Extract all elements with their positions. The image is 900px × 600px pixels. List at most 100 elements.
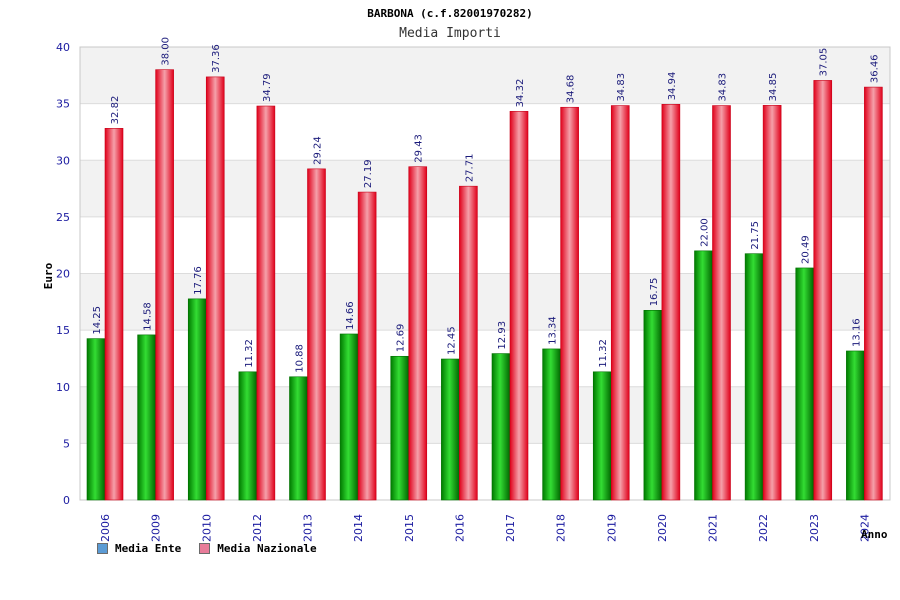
y-tick-label: 15 xyxy=(56,324,70,337)
y-tick-label: 0 xyxy=(63,494,70,507)
value-label-media-ente: 22.00 xyxy=(700,218,711,247)
bar-media-nazionale xyxy=(864,86,883,501)
bar-media-ente xyxy=(542,348,561,501)
bar-media-ente xyxy=(187,298,207,501)
bar-media-nazionale xyxy=(408,166,428,501)
bar-media-ente xyxy=(441,358,460,501)
x-tick-label: 2010 xyxy=(200,514,213,542)
value-label-media-ente: 17.76 xyxy=(193,266,204,295)
x-tick-label: 2016 xyxy=(453,514,466,542)
value-label-media-nazionale: 27.19 xyxy=(363,159,374,188)
value-label-media-ente: 11.32 xyxy=(598,339,609,368)
bar-media-ente xyxy=(137,334,156,501)
value-label-media-ente: 20.49 xyxy=(801,235,812,264)
bar-media-ente xyxy=(846,350,865,501)
chart-subtitle: Media Importi xyxy=(399,26,501,41)
plot-area xyxy=(79,46,891,501)
bar-media-nazionale xyxy=(256,105,276,501)
x-tick-label: 2023 xyxy=(808,514,821,542)
bar-media-nazionale xyxy=(712,105,731,501)
x-tick-label: 2020 xyxy=(656,514,669,542)
legend-swatch-media-ente xyxy=(97,543,108,554)
y-tick-label: 30 xyxy=(56,154,70,167)
value-label-media-ente: 12.45 xyxy=(446,326,457,355)
bar-media-nazionale xyxy=(813,80,833,501)
x-tick-label: 2019 xyxy=(605,514,618,542)
x-tick-label: 2009 xyxy=(150,514,163,542)
y-tick-label: 40 xyxy=(56,41,70,54)
value-label-media-nazionale: 36.46 xyxy=(869,54,880,83)
value-label-media-nazionale: 29.24 xyxy=(313,136,324,165)
value-label-media-ente: 14.25 xyxy=(92,306,103,335)
bar-media-ente xyxy=(744,253,764,501)
value-label-media-ente: 13.16 xyxy=(851,318,862,347)
bar-media-nazionale xyxy=(155,69,174,501)
bar-media-ente xyxy=(643,310,663,501)
x-tick-label: 2012 xyxy=(251,514,264,542)
legend-label-media-ente: Media Ente xyxy=(115,542,182,555)
bar-media-ente xyxy=(86,338,106,501)
x-tick-label: 2017 xyxy=(504,514,517,542)
value-label-media-ente: 11.32 xyxy=(244,339,255,368)
bar-media-nazionale xyxy=(104,128,124,501)
value-label-media-nazionale: 34.85 xyxy=(768,73,779,102)
x-tick-label: 2013 xyxy=(302,514,315,542)
chart-title: BARBONA (c.f.82001970282) xyxy=(367,7,533,20)
bar-media-nazionale xyxy=(205,76,225,501)
y-tick-label: 10 xyxy=(56,381,70,394)
x-tick-label: 2014 xyxy=(352,514,365,542)
x-tick-label: 2006 xyxy=(99,514,112,542)
x-axis-label: Anno xyxy=(861,528,888,541)
value-label-media-ente: 12.69 xyxy=(396,324,407,353)
bar-media-ente xyxy=(592,371,612,501)
value-label-media-nazionale: 29.43 xyxy=(414,134,425,163)
bar-media-nazionale xyxy=(610,105,630,501)
value-label-media-nazionale: 38.00 xyxy=(161,37,172,66)
value-label-media-nazionale: 34.79 xyxy=(262,73,273,102)
x-tick-label: 2021 xyxy=(707,514,720,542)
bar-media-nazionale xyxy=(357,191,377,501)
value-label-media-ente: 12.93 xyxy=(497,321,508,350)
legend-label-media-nazionale: Media Nazionale xyxy=(217,542,317,555)
x-tick-label: 2022 xyxy=(757,514,770,542)
value-label-media-ente: 14.58 xyxy=(143,302,154,331)
value-label-media-nazionale: 37.36 xyxy=(211,44,222,73)
bar-media-nazionale xyxy=(762,105,782,501)
value-label-media-nazionale: 34.83 xyxy=(616,73,627,102)
value-label-media-nazionale: 34.32 xyxy=(515,79,526,108)
value-label-media-ente: 14.66 xyxy=(345,301,356,330)
x-tick-label: 2024 xyxy=(858,514,871,542)
bar-media-ente xyxy=(390,355,410,501)
x-tick-label: 2015 xyxy=(403,514,416,542)
value-label-media-ente: 13.34 xyxy=(548,316,559,345)
y-tick-label: 35 xyxy=(56,98,70,111)
x-tick-label: 2018 xyxy=(555,514,568,542)
value-label-media-nazionale: 32.82 xyxy=(110,96,121,125)
bar-media-nazionale xyxy=(459,185,478,501)
bar-media-ente xyxy=(694,250,713,501)
value-label-media-nazionale: 34.68 xyxy=(566,75,577,104)
bar-media-ente xyxy=(491,353,511,501)
value-label-media-ente: 10.88 xyxy=(295,344,306,373)
bar-media-ente xyxy=(339,333,359,501)
bar-media-ente xyxy=(289,376,308,501)
value-label-media-nazionale: 27.71 xyxy=(464,154,475,183)
legend: Media Ente Media Nazionale xyxy=(97,542,317,555)
bar-media-nazionale xyxy=(307,168,326,501)
value-label-media-nazionale: 34.83 xyxy=(718,73,729,102)
bar-media-nazionale xyxy=(661,104,681,501)
bar-media-ente xyxy=(795,267,815,501)
value-label-media-nazionale: 34.94 xyxy=(667,72,678,101)
legend-swatch-media-nazionale xyxy=(199,543,211,554)
y-axis-label: Euro xyxy=(42,262,55,289)
value-label-media-nazionale: 37.05 xyxy=(819,48,830,77)
bar-media-nazionale xyxy=(509,111,529,501)
legend-item-media-nazionale: Media Nazionale xyxy=(199,542,317,555)
bar-media-ente xyxy=(238,371,258,501)
value-label-media-ente: 16.75 xyxy=(649,278,660,307)
y-tick-label: 25 xyxy=(56,211,70,224)
bar-media-nazionale xyxy=(560,106,579,501)
value-label-media-ente: 21.75 xyxy=(750,221,761,250)
y-tick-label: 5 xyxy=(63,437,70,450)
